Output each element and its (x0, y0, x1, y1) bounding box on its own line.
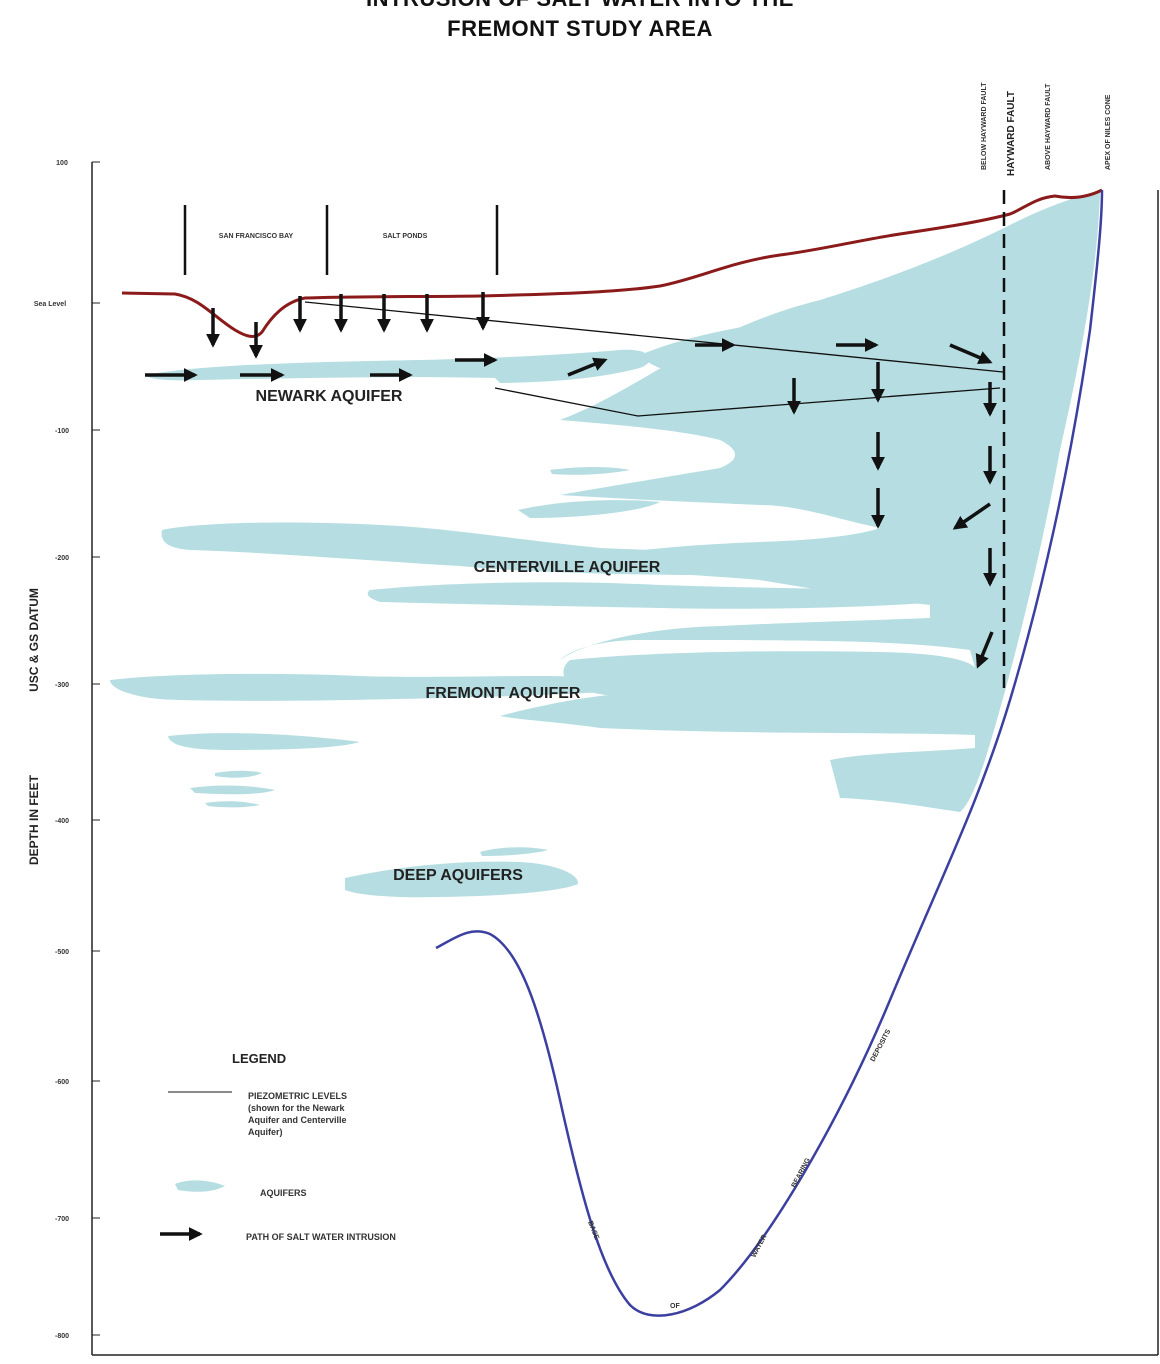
label-newark-aquifer: NEWARK AQUIFER (256, 388, 403, 405)
y-ticks (92, 161, 100, 1336)
aquifer-deep (345, 861, 579, 898)
zone-boundaries (183, 205, 499, 275)
label-apex-niles-cone: APEX OF NILES CONE (1105, 94, 1112, 170)
base-label-of: OF (670, 1303, 680, 1310)
label-fremont-aquifer: FREMONT AQUIFER (426, 685, 581, 702)
label-above-fault: ABOVE HAYWARD FAULT (1045, 83, 1052, 170)
base-label-deposits: DEPOSITS (870, 1028, 893, 1063)
intrusion-arrows (145, 292, 997, 669)
title-line-2: FREMONT STUDY AREA (447, 16, 713, 41)
legend-title: LEGEND (232, 1051, 286, 1066)
aquifer-wedge (500, 192, 1100, 812)
ground-surface-line (121, 188, 1103, 338)
label-deep-aquifers: DEEP AQUIFERS (393, 867, 523, 884)
aquifer-centerville-long (161, 522, 924, 576)
aquifer-lower-left (168, 733, 360, 750)
legend-piezo-line1: PIEZOMETRIC LEVELS (248, 1091, 347, 1101)
legend-path-label: PATH OF SALT WATER INTRUSION (246, 1232, 396, 1242)
title-line-1: INTRUSION OF SALT WATER INTO THE (0, 0, 1160, 12)
aquifer-newark (145, 349, 651, 383)
tick-label-minus-100: -100 (55, 428, 69, 435)
zone-label-ponds: SALT PONDS (383, 233, 428, 240)
tick-label-minus-800: -800 (55, 1333, 69, 1340)
aquifer-deep-top (480, 847, 548, 856)
aquifer-bands (110, 192, 1100, 898)
aquifer-mid-b (518, 500, 660, 518)
tick-label-minus-200: -200 (55, 555, 69, 562)
legend-piezo-line4: Aquifer) (248, 1127, 283, 1137)
label-centerville-aquifer: CENTERVILLE AQUIFER (474, 559, 661, 576)
y-axis: 100 Sea Level -100 -200 -300 -400 -500 -… (27, 160, 1159, 1356)
legend-piezo-line3: Aquifer and Centerville (248, 1115, 347, 1125)
aquifer-small-3 (205, 801, 260, 808)
base-label-water: WATER (751, 1234, 769, 1259)
legend-aquifers-label: AQUIFERS (260, 1188, 307, 1198)
aquifer-mid-c (760, 401, 880, 434)
tick-label-minus-300: -300 (55, 682, 69, 689)
base-of-deposits-line (435, 189, 1104, 1317)
aquifer-mid-a (550, 467, 630, 475)
aquifer-fremont-right (563, 651, 975, 711)
legend-piezo-line2: (shown for the Newark (248, 1103, 346, 1113)
zone-label-bay: SAN FRANCISCO BAY (219, 233, 294, 240)
aquifer-small-1 (215, 770, 262, 778)
label-below-fault: BELOW HAYWARD FAULT (981, 82, 988, 170)
y-axis-label-datum: USC & GS DATUM (27, 588, 41, 692)
label-hayward-fault: HAYWARD FAULT (1006, 91, 1017, 176)
aquifer-fremont (110, 673, 640, 701)
legend: LEGEND PIEZOMETRIC LEVELS (shown for the… (160, 1051, 396, 1242)
tick-label-minus-400: -400 (55, 818, 69, 825)
tick-label-100: 100 (56, 160, 68, 167)
aquifer-centerville-lower (367, 582, 940, 609)
aquifer-upper-right (640, 296, 980, 374)
base-label-base: BASE (586, 1220, 600, 1241)
base-label-bearing: BEARING (791, 1157, 813, 1189)
aquifer-small-2 (190, 785, 275, 795)
tick-label-minus-600: -600 (55, 1079, 69, 1086)
tick-label-minus-500: -500 (55, 949, 69, 956)
tick-label-minus-700: -700 (55, 1216, 69, 1223)
y-axis-label-depth: DEPTH IN FEET (27, 774, 41, 865)
legend-aquifer-swatch (175, 1180, 225, 1192)
tick-label-sea-level: Sea Level (34, 301, 66, 308)
